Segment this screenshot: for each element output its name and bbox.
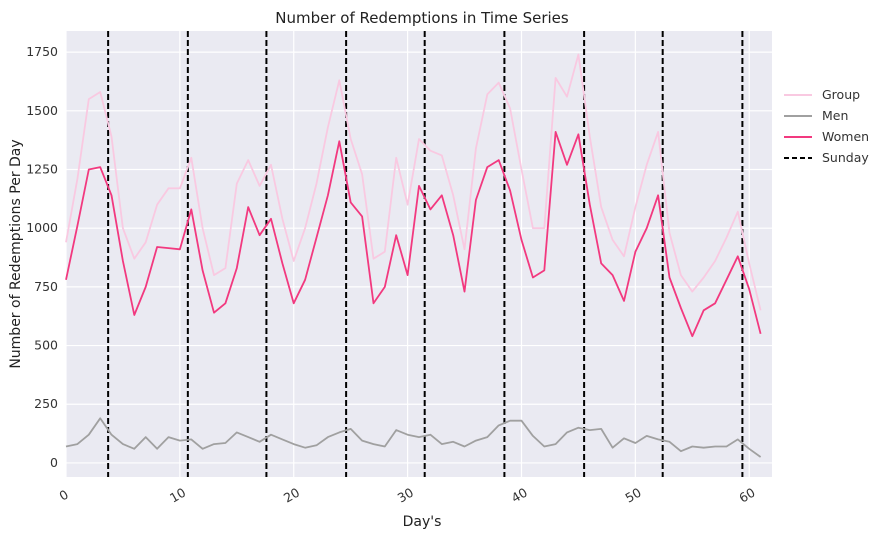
y-tick-label: 1250 (26, 161, 58, 176)
series-line-men (65, 417, 762, 458)
y-tick-label: 0 (50, 455, 58, 470)
legend-label-men: Men (822, 108, 848, 123)
legend: Group Men Women Sunday (784, 87, 869, 165)
x-axis-label: Day's (403, 514, 442, 530)
series-line-women (65, 130, 762, 338)
y-tick-label: 1500 (26, 103, 58, 118)
y-tick-label: 750 (34, 279, 58, 294)
y-tick-label: 1000 (26, 220, 58, 235)
x-tick-label: 0 (57, 487, 71, 504)
x-tick-label: 50 (622, 485, 643, 506)
grid-lines (65, 31, 772, 477)
series-lines (65, 53, 762, 458)
legend-label-women: Women (822, 129, 869, 144)
sunday-lines (107, 31, 744, 477)
y-axis-label: Number of Redemptions Per Day (8, 139, 24, 368)
y-tick-label: 500 (34, 338, 58, 353)
chart-title: Number of Redemptions in Time Series (275, 9, 569, 27)
y-tick-label: 250 (34, 396, 58, 411)
series-line-group (65, 53, 762, 311)
y-tick-label: 1750 (26, 44, 58, 59)
legend-label-group: Group (822, 87, 860, 102)
y-tick-labels: 0 250 500 750 1000 1250 1500 1750 (26, 44, 58, 470)
x-tick-labels: 0 10 20 30 40 50 60 (57, 485, 758, 506)
legend-label-sunday: Sunday (822, 150, 869, 165)
x-tick-label: 10 (167, 485, 188, 506)
x-tick-label: 20 (281, 485, 302, 506)
x-tick-label: 40 (509, 485, 530, 506)
plot-background (66, 31, 772, 477)
x-tick-label: 60 (736, 485, 757, 506)
x-tick-label: 30 (395, 485, 416, 506)
